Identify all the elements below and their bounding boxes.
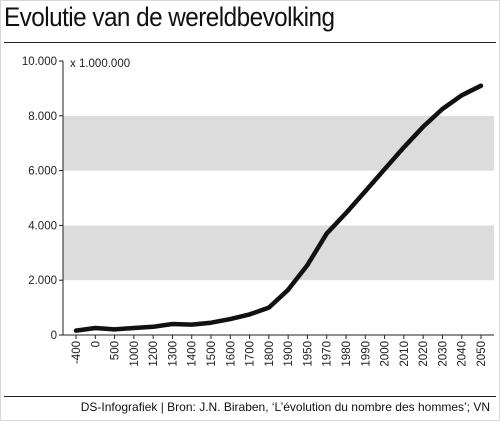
x-tick-label: 1970	[322, 341, 334, 367]
data-point	[286, 287, 290, 292]
axes	[62, 61, 494, 336]
data-point	[74, 328, 78, 333]
data-point	[440, 107, 445, 111]
x-tick-label: 1300	[167, 341, 179, 367]
data-point	[151, 324, 155, 329]
series-group	[73, 83, 484, 333]
y-tick-label: 8.000	[28, 111, 57, 123]
x-tick-label: 2020	[418, 341, 430, 367]
x-tick-label: 2030	[437, 341, 449, 367]
x-tick-label: 1990	[360, 341, 372, 367]
data-point	[324, 231, 329, 236]
title-divider	[4, 42, 496, 43]
data-point	[382, 167, 387, 172]
x-tick-label: 1800	[264, 341, 276, 367]
x-tick-label: 1600	[225, 341, 237, 367]
grid-band	[63, 225, 494, 281]
data-point	[132, 326, 136, 330]
y-tick-label: 0	[51, 330, 57, 342]
x-tick-label: 1200	[148, 341, 160, 367]
grid-band	[63, 170, 494, 226]
data-point	[267, 305, 271, 310]
data-point	[170, 322, 175, 326]
footer-divider	[4, 396, 496, 397]
data-point	[112, 327, 117, 332]
data-point	[459, 93, 464, 98]
y-tick-label: 6.000	[28, 166, 57, 178]
x-tick-label: 500	[110, 341, 122, 360]
x-tick-label: 1700	[245, 341, 257, 367]
x-tick-label: 2010	[399, 341, 411, 367]
data-point	[344, 211, 348, 215]
x-tick-label: 2040	[457, 341, 469, 367]
data-point	[402, 145, 406, 150]
x-tick-label: 1900	[283, 341, 295, 367]
data-point	[421, 124, 425, 129]
chart-title: Evolutie van de wereldbevolking	[4, 2, 335, 32]
x-tick-label: 0	[90, 341, 102, 347]
x-tick-label: 1950	[302, 341, 314, 367]
x-tick-label: 2000	[380, 341, 392, 367]
data-point	[305, 263, 310, 267]
data-point	[247, 312, 252, 317]
unit-label: x 1.000.000	[70, 58, 130, 70]
source-credit: DS-Infografiek | Bron: J.N. Biraben, ‘L’…	[80, 400, 490, 414]
data-point	[228, 317, 233, 321]
y-tick-label: 4.000	[28, 220, 57, 232]
data-point	[479, 83, 483, 88]
x-tick-label: 2050	[476, 341, 488, 367]
series-line	[73, 83, 484, 333]
x-tick-label: 1000	[129, 341, 141, 367]
data-point	[93, 326, 98, 330]
grid-band	[63, 61, 494, 116]
grid-bands	[63, 61, 494, 335]
y-tick-label: 2.000	[28, 275, 57, 287]
x-axis-ticks: -400 0 500 1000 1200 1300 1400 1500 1600 1700 1800…	[71, 335, 488, 367]
x-tick-label: -400	[71, 341, 83, 364]
y-axis-ticks: 0 2.000 4.000 6.000 8.000 10.000	[22, 56, 63, 342]
x-tick-label: 1400	[187, 341, 199, 367]
data-point	[209, 320, 213, 325]
y-tick-label: 10.000	[22, 56, 57, 68]
x-tick-label: 1980	[341, 341, 353, 367]
data-point	[189, 322, 194, 327]
x-tick-label: 1500	[206, 341, 218, 367]
data-point	[363, 189, 368, 193]
